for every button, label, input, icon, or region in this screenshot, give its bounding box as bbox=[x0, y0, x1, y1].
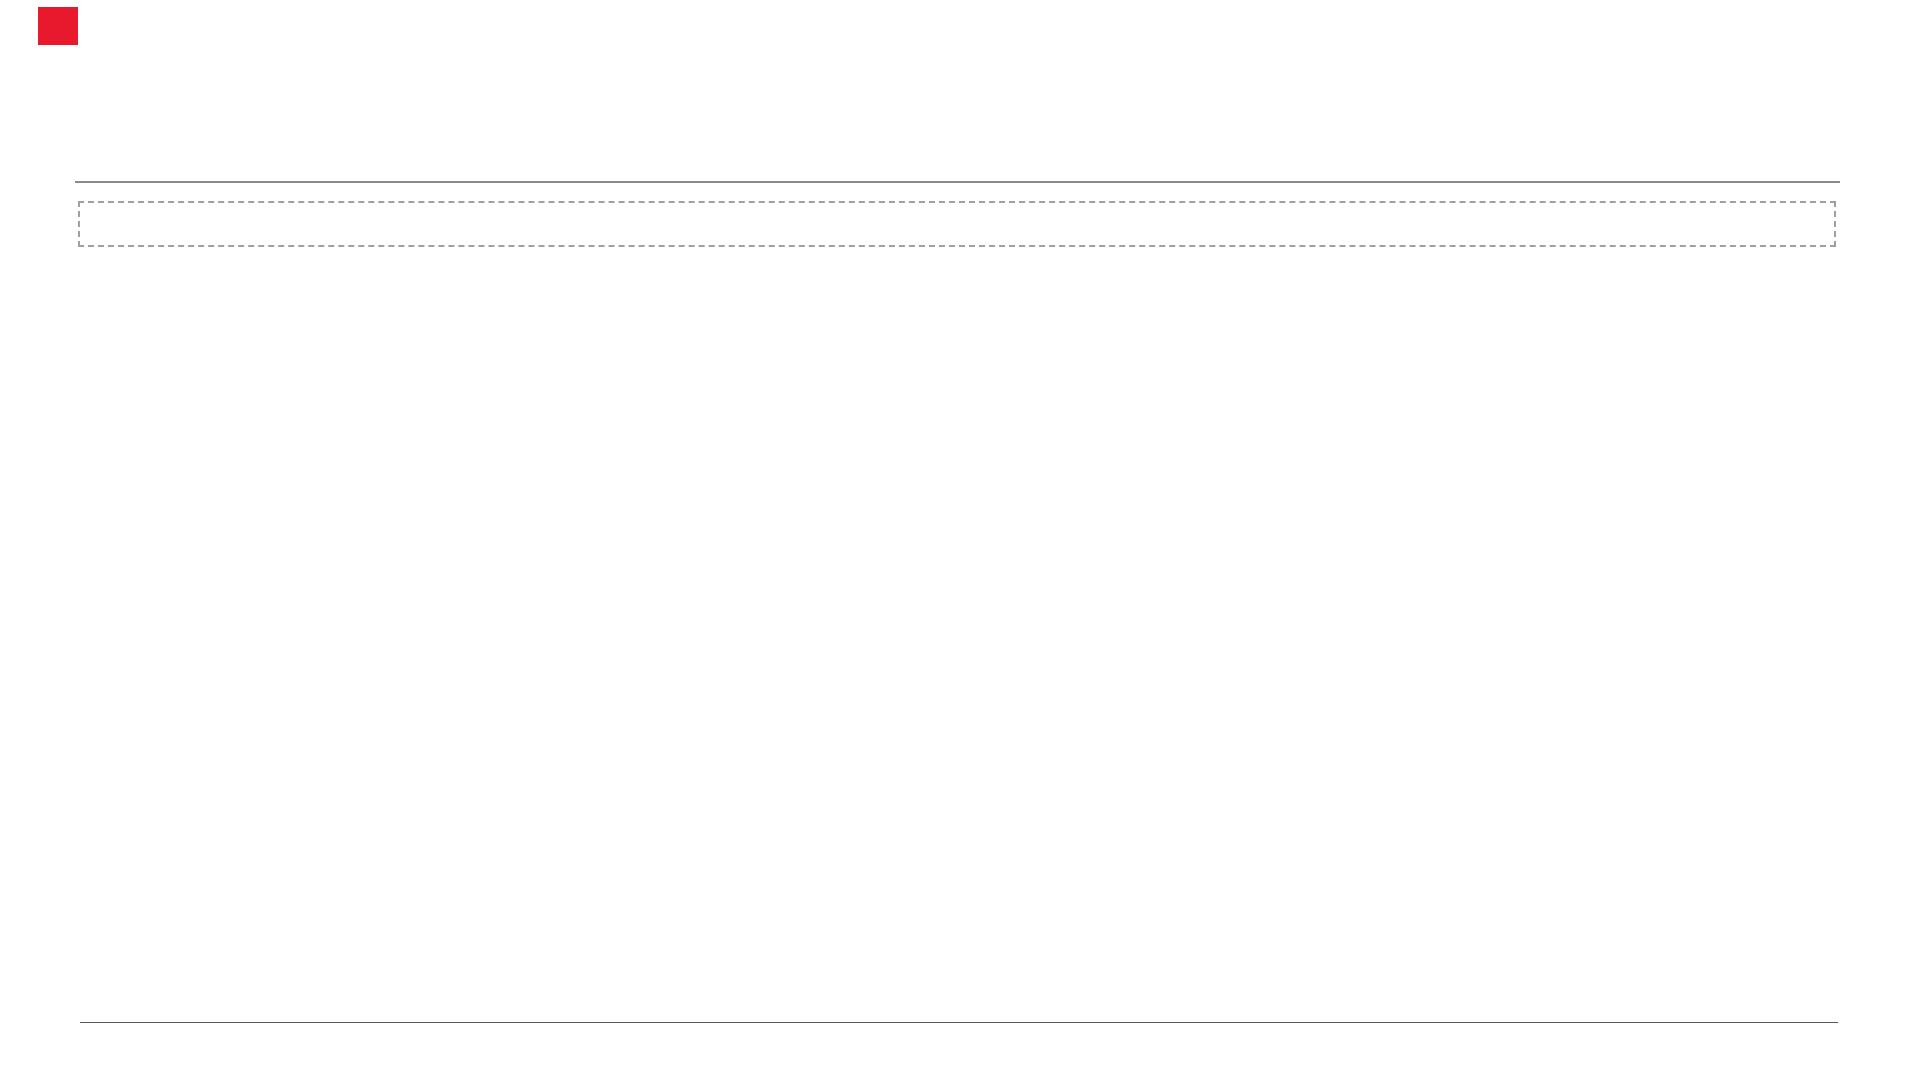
subtitle-placeholder[interactable] bbox=[78, 201, 1836, 247]
accent-square bbox=[38, 7, 78, 45]
title-divider bbox=[75, 181, 1840, 183]
footer-divider bbox=[80, 1022, 1838, 1023]
slide-title[interactable] bbox=[80, 36, 1500, 86]
